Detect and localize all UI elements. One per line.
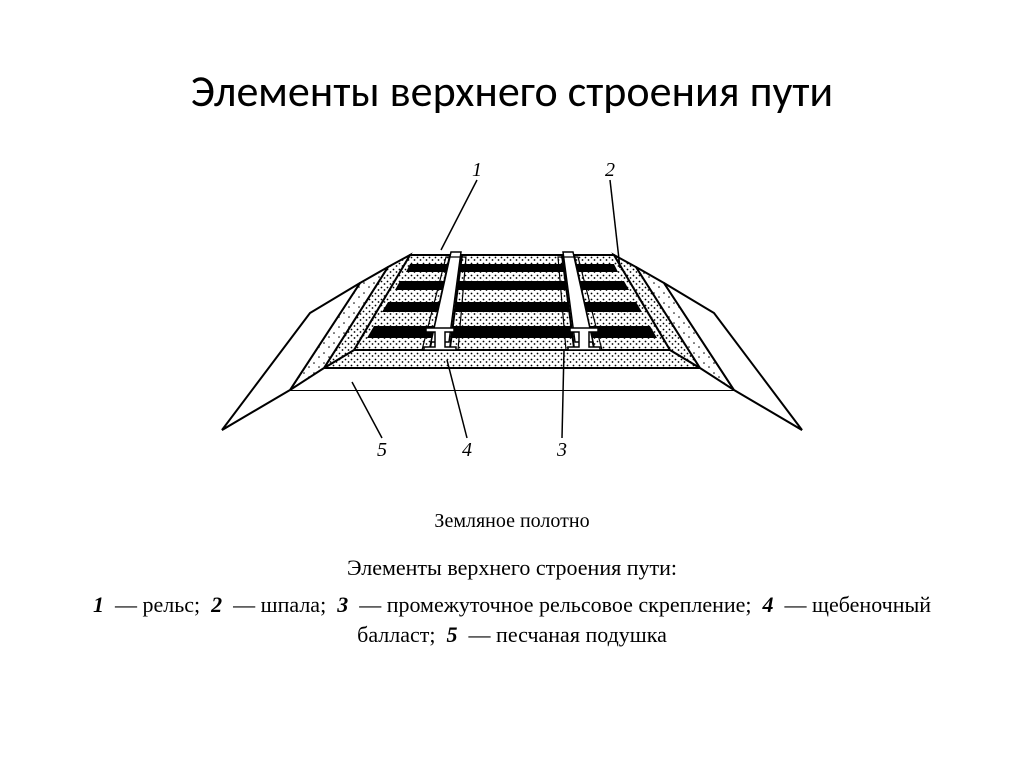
sleeper-1 (367, 326, 657, 338)
sleeper-3 (395, 281, 629, 290)
callout-num-5: 5 (377, 439, 387, 461)
legend-text-2: шпала (261, 592, 320, 617)
slide: Элементы верхнего строения пути (0, 0, 1024, 767)
legend-num-3: 3 (337, 592, 348, 617)
sleeper-4 (406, 264, 618, 272)
legend-num-2: 2 (211, 592, 222, 617)
legend-text-5: песчаная подушка (496, 622, 667, 647)
callout-num-4: 4 (462, 439, 472, 461)
legend-num-5: 5 (447, 622, 458, 647)
legend: 1 — рельс; 2 — шпала; 3 — промежуточное … (50, 590, 974, 649)
callout-num-3: 3 (556, 439, 567, 461)
legend-num-1: 1 (93, 592, 104, 617)
ballast-front (324, 350, 700, 368)
callout-num-1: 1 (472, 160, 482, 181)
sleeper-2 (382, 302, 642, 312)
figure-subtitle: Элементы верхнего строения пути: (0, 555, 1024, 581)
diagram-svg: 1 2 5 4 3 (212, 160, 812, 470)
legend-text-3: промежуточное рельсовое скрепление (387, 592, 746, 617)
legend-num-4: 4 (763, 592, 774, 617)
figure-container: 1 2 5 4 3 (0, 160, 1024, 475)
callout-num-2: 2 (605, 160, 615, 181)
leader-1 (441, 180, 477, 250)
legend-text-1: рельс (142, 592, 194, 617)
track-diagram: 1 2 5 4 3 (212, 160, 812, 475)
subgrade-caption: Земляное полотно (0, 510, 1024, 533)
slide-title: Элементы верхнего строения пути (0, 64, 1024, 118)
